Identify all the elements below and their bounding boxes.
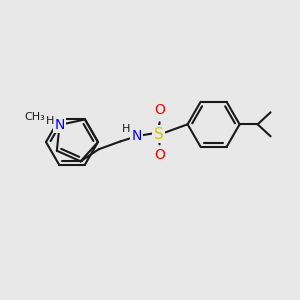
Text: O: O bbox=[154, 148, 165, 162]
Text: N: N bbox=[54, 118, 65, 132]
Text: S: S bbox=[154, 127, 164, 142]
Text: N: N bbox=[131, 129, 142, 143]
Text: CH₃: CH₃ bbox=[24, 112, 45, 122]
Text: H: H bbox=[46, 116, 54, 126]
Text: O: O bbox=[154, 103, 165, 117]
Text: H: H bbox=[122, 124, 130, 134]
